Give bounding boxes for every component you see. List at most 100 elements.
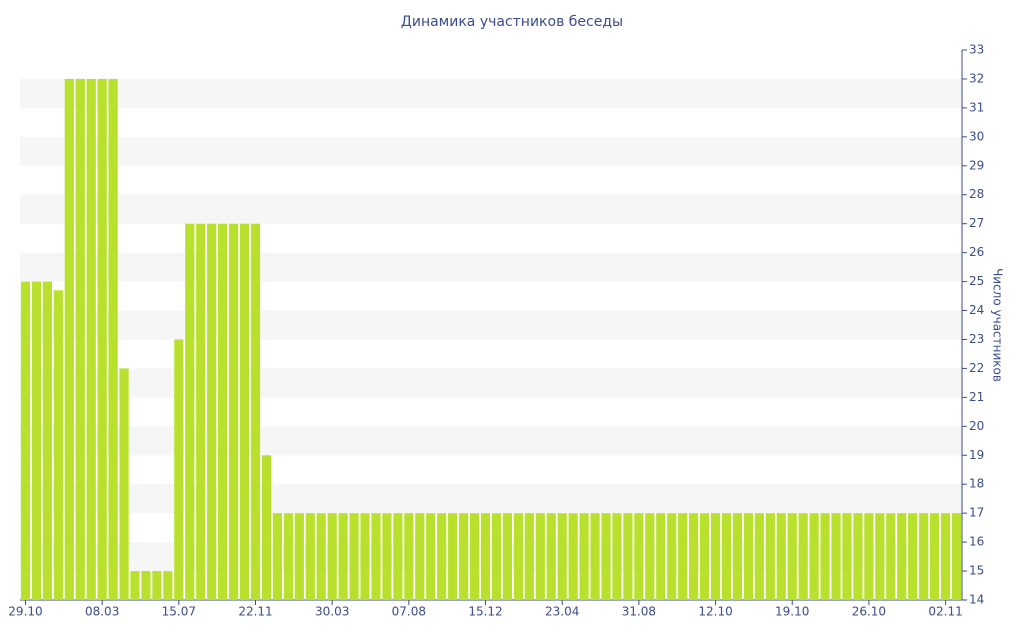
y-tick-label: 31 [969,100,984,114]
bar [437,513,447,600]
x-tick-label: 15.12 [468,605,502,619]
bar [338,513,348,600]
grid-band [20,426,962,456]
bar [415,513,425,600]
y-tick-label: 29 [969,158,984,172]
bar [371,513,381,600]
bar [141,571,151,600]
bar [196,223,206,600]
bar [513,513,523,600]
bar [601,513,611,600]
bar [919,513,929,600]
bar [678,513,688,600]
bar [634,513,644,600]
y-tick-label: 24 [969,303,984,317]
bar [305,513,315,600]
bar [448,513,458,600]
bar [908,513,918,600]
y-tick-label: 22 [969,361,984,375]
bar [283,513,293,600]
bar [31,281,42,600]
bar [656,513,666,600]
bar [897,513,907,600]
bar [710,513,721,600]
bar [820,513,830,600]
bar [765,513,775,600]
y-tick-label: 17 [969,506,984,520]
bar [327,513,337,600]
y-tick-label: 26 [969,245,984,259]
bar [316,513,326,600]
bar [75,78,85,600]
y-tick-label: 32 [969,71,984,85]
x-tick-label: 19.10 [775,605,809,619]
bar [886,513,896,600]
x-tick-label: 31.08 [622,605,656,619]
bar [743,513,754,600]
bar [940,513,951,600]
bar [152,571,162,600]
x-tick-label: 15.07 [162,605,196,619]
bar [20,281,31,600]
x-tick-label: 26.10 [852,605,886,619]
bar [42,281,52,600]
bar [382,513,392,600]
y-tick-label: 18 [969,477,984,491]
bar [163,571,173,600]
grid-band [20,136,962,166]
bar [689,513,699,600]
y-tick-label: 14 [969,593,984,607]
y-tick-label: 15 [969,564,984,578]
bar [108,78,118,600]
bar [426,513,436,600]
bar [787,513,797,600]
bar [590,513,600,600]
y-tick-label: 23 [969,332,984,346]
bar [831,513,841,600]
bar [53,290,63,600]
bar [612,513,622,600]
bar [491,513,502,600]
bar [699,513,710,600]
bar [272,513,283,600]
bar [360,513,370,600]
grid-band [20,310,962,340]
y-tick-label: 33 [969,43,984,57]
grid-band [20,368,962,398]
bar [502,513,513,600]
grid-band [20,194,962,224]
bar [930,513,940,600]
x-tick-label: 02.11 [928,605,962,619]
bar [469,513,480,600]
x-tick-label: 29.10 [8,605,42,619]
bar [667,513,677,600]
x-tick-label: 23.04 [545,605,579,619]
bar [349,513,359,600]
y-tick-label: 21 [969,390,984,404]
grid-band [20,78,962,108]
bar [261,455,272,600]
bar [875,513,885,600]
bar [557,513,567,600]
bar [776,513,786,600]
x-tick-label: 30.03 [315,605,349,619]
bar [535,513,545,600]
bar [393,513,403,600]
x-tick-label: 07.08 [392,605,426,619]
y-tick-label: 25 [969,274,984,288]
bar [809,513,819,600]
y-tick-label: 28 [969,187,984,201]
y-axis-title: Число участников [991,268,1005,382]
bar [239,223,250,600]
bar [524,513,534,600]
bar [294,513,304,600]
x-tick-label: 08.03 [85,605,119,619]
bar [623,513,633,600]
bar [546,513,556,600]
bar [218,223,228,600]
bar [951,513,962,600]
y-tick-label: 30 [969,129,984,143]
bar [207,223,217,600]
bar [119,368,129,600]
bar [250,223,261,600]
